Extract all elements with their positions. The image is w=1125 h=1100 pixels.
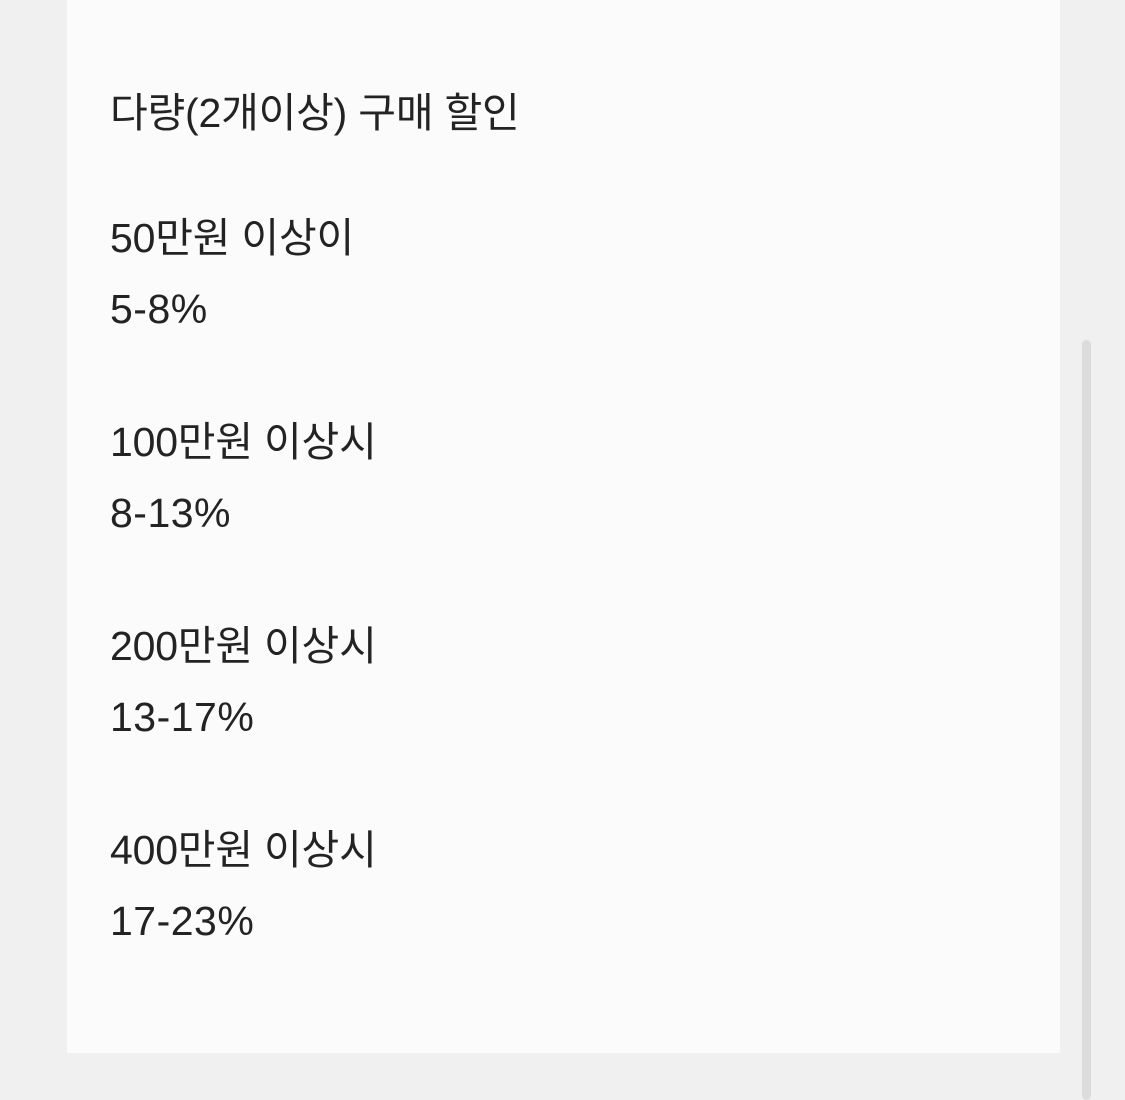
tier-rate-label: 8-13% [110,489,232,536]
tier-rate-label: 13-17% [110,693,255,740]
tier-rate-label: 17-23% [110,897,255,944]
tier-threshold-label: 100만원 이상시 [110,419,377,466]
page-title: 다량(2개이상) 구매 할인 [110,90,520,136]
promo-content: 다량(2개이상) 구매 할인 50만원 이상이 5-8% 100만원 이상시 8… [110,0,1060,956]
scrollbar-thumb[interactable] [1082,340,1091,1100]
tier-threshold-label: 400만원 이상시 [110,827,377,874]
discount-tier: 100만원 이상시 8-13% [110,407,1060,548]
vertical-scrollbar[interactable] [1078,0,1096,1100]
page-background: 다량(2개이상) 구매 할인 50만원 이상이 5-8% 100만원 이상시 8… [67,0,1096,1100]
discount-tier: 400만원 이상시 17-23% [110,815,1060,956]
discount-tier: 50만원 이상이 5-8% [110,203,1060,344]
discount-tier-list: 50만원 이상이 5-8% 100만원 이상시 8-13% 200만원 이상시 … [110,203,1060,956]
tier-threshold-label: 200만원 이상시 [110,623,377,670]
tier-threshold-label: 50만원 이상이 [110,215,354,262]
tier-rate-label: 5-8% [110,285,208,332]
discount-tier: 200만원 이상시 13-17% [110,611,1060,752]
content-panel: 다량(2개이상) 구매 할인 50만원 이상이 5-8% 100만원 이상시 8… [67,0,1060,1053]
